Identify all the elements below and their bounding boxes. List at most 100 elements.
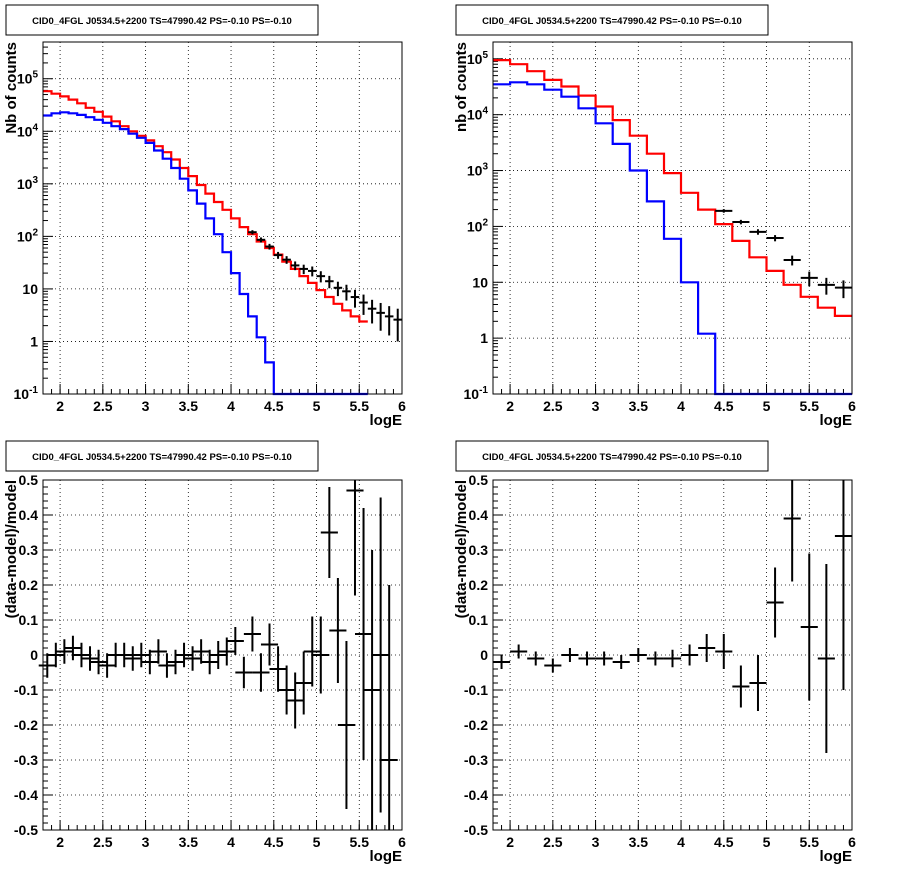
x-tick-label: 5 [313, 398, 321, 414]
plot-frame [42, 41, 403, 395]
y-axis-label: nb of counts [453, 42, 470, 132]
x-tick-label: 2 [506, 398, 514, 414]
plot-frame [492, 41, 853, 395]
x-tick-label: 3.5 [629, 398, 649, 414]
data-point [595, 651, 613, 666]
y-tick-label: -0.5 [464, 822, 488, 838]
y-tick-label: 105 [17, 70, 39, 87]
data-point [72, 642, 91, 668]
x-tick-label: 5.5 [350, 398, 370, 414]
y-axis-label: (data-model)/model [3, 480, 20, 618]
x-tick-label: 5.5 [350, 834, 370, 850]
data-point [303, 616, 321, 687]
chart-title-box: CID0_4FGL J0534.5+2200 TS=47990.42 PS=-0… [5, 4, 319, 36]
y-tick-label: 0.5 [19, 472, 39, 488]
x-tick-label: 2 [506, 834, 514, 850]
data-point [184, 646, 202, 671]
plot-frame [492, 479, 853, 831]
data-point [354, 508, 373, 760]
x-tick-label: 3.5 [179, 398, 199, 414]
x-tick-label: 4.5 [264, 834, 284, 850]
x-tick-label: 3 [592, 834, 600, 850]
counts-fine-panel: CID0_4FGL J0534.5+2200 TS=47990.42 PS=-0… [3, 4, 406, 429]
title-box-frame [455, 440, 769, 472]
data-point [783, 255, 801, 266]
y-tick-label: 10 [22, 281, 38, 297]
x-tick-label: 2.5 [93, 834, 113, 850]
x-tick-label: 5 [763, 834, 771, 850]
chart-title-box: CID0_4FGL J0534.5+2200 TS=47990.42 PS=-0… [455, 440, 769, 472]
data-point [325, 275, 334, 289]
data-point [363, 550, 381, 830]
counts-coarse-panel: CID0_4FGL J0534.5+2200 TS=47990.42 PS=-0… [453, 4, 856, 429]
data-point [817, 564, 835, 753]
data-point [290, 261, 300, 271]
y-tick-label: 0.1 [19, 612, 39, 628]
data-point [715, 634, 733, 669]
x-tick-label: 6 [398, 834, 406, 850]
data-point [273, 251, 283, 259]
data-point [527, 651, 545, 666]
y-tick-label: 1 [30, 333, 38, 349]
data-point [90, 649, 108, 675]
y-tick-label: 10-1 [14, 385, 39, 402]
data-point [749, 655, 767, 711]
x-tick-label: 4.5 [714, 834, 734, 850]
data-point [629, 648, 647, 662]
x-tick-label: 4.5 [714, 398, 734, 414]
y-tick-label: -0.3 [464, 752, 488, 768]
data-point [282, 256, 291, 264]
data-point [260, 623, 279, 666]
data-point [243, 616, 261, 652]
y-tick-label: 0.1 [469, 612, 489, 628]
x-tick-label: 5.5 [800, 834, 820, 850]
data-point [384, 306, 394, 336]
title-box-frame [455, 4, 769, 36]
data-point [732, 219, 750, 225]
data-point [350, 289, 360, 308]
data-point [55, 639, 73, 664]
data-point [158, 653, 176, 678]
y-tick-label: 0.4 [19, 507, 39, 523]
y-tick-label: -0.1 [464, 682, 488, 698]
x-tick-label: 5 [763, 398, 771, 414]
y-tick-label: 0.2 [19, 577, 39, 593]
x-tick-label: 3 [592, 398, 600, 414]
data-point [749, 229, 767, 235]
data-point [561, 648, 579, 662]
x-tick-label: 4.5 [264, 398, 284, 414]
data-point [98, 653, 116, 678]
x-axis-label: logE [820, 412, 853, 429]
data-point [175, 642, 193, 668]
data-point [47, 642, 65, 668]
data-point [235, 656, 253, 689]
data-point [226, 627, 244, 655]
data-point [38, 653, 56, 678]
data-point [333, 281, 343, 297]
data-point [132, 642, 150, 668]
residuals-fine-panel: CID0_4FGL J0534.5+2200 TS=47990.42 PS=-0… [3, 440, 406, 865]
data-point [800, 553, 818, 701]
y-tick-label: 102 [467, 217, 489, 234]
x-tick-label: 4 [227, 834, 235, 850]
y-tick-label: 1 [480, 330, 488, 346]
data-point [316, 271, 326, 283]
data-point [320, 487, 338, 578]
x-tick-label: 2.5 [543, 398, 563, 414]
title-box-frame [5, 440, 319, 472]
y-tick-label: 0.3 [469, 542, 489, 558]
data-point [715, 209, 733, 213]
chart-title: CID0_4FGL J0534.5+2200 TS=47990.42 PS=-0… [482, 16, 742, 27]
data-point [766, 567, 784, 638]
x-tick-label: 2 [56, 834, 64, 850]
y-tick-label: 0.2 [469, 577, 489, 593]
total-model-histogram [493, 59, 852, 317]
data-point [81, 646, 99, 671]
x-tick-label: 2.5 [93, 398, 113, 414]
component-model-histogram [493, 81, 852, 396]
chart-title: CID0_4FGL J0534.5+2200 TS=47990.42 PS=-0… [32, 452, 292, 463]
data-point [783, 480, 801, 582]
data-point [295, 651, 313, 715]
y-tick-label: 10-1 [464, 385, 489, 402]
title-box-frame [5, 4, 319, 36]
